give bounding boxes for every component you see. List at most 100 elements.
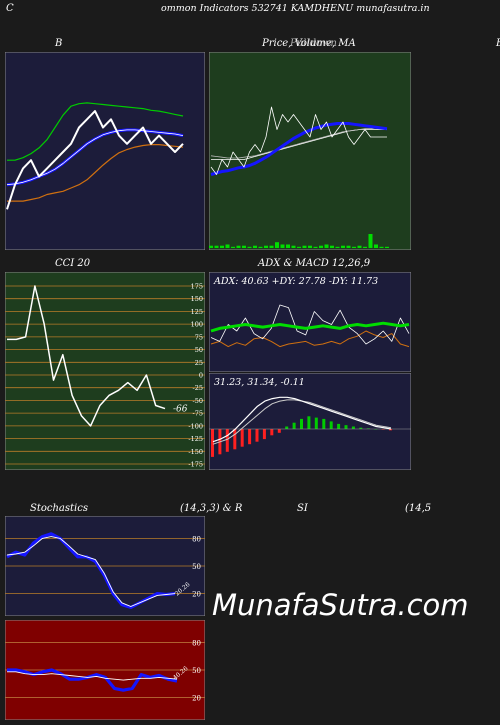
bollinger-middle-highlight (6, 129, 184, 186)
volume-bar (297, 246, 301, 248)
volume-bar (264, 245, 268, 248)
stochastics-tick-label: 80 (192, 535, 201, 543)
bollinger-price-line (6, 110, 184, 210)
cci-tick-label: -75 (193, 410, 203, 418)
macd-histogram-bar (262, 429, 266, 440)
price-right-label: B (496, 38, 500, 49)
cci-tick-label: 125 (191, 308, 203, 316)
cci-tick-label: -100 (188, 422, 203, 430)
cci-tick-label: 100 (191, 321, 203, 329)
volume-bar (302, 245, 307, 248)
cci-tick-label: -125 (188, 435, 203, 443)
volume-bar (236, 245, 241, 248)
volume-bar (335, 246, 340, 248)
volume-bar (258, 246, 263, 248)
volume-bar (308, 245, 312, 248)
rsi-params: (14,5 (405, 503, 432, 514)
williams-r-line (7, 668, 178, 692)
volume-bar (379, 246, 384, 248)
adx-chart: ADX: 40.63 +DY: 27.78 -DY: 11.73 (209, 272, 411, 372)
stochastics-params: (14,3,3) & R (180, 503, 243, 514)
cci-tick-label: 50 (195, 346, 203, 354)
price-line (210, 106, 387, 175)
volume-bar (368, 234, 373, 248)
price-chart (209, 52, 411, 250)
volume-bar (269, 245, 274, 248)
macd-histogram-bar (248, 429, 252, 445)
macd-chart: 31.23, 31.34, -0.11 (209, 373, 411, 470)
cci-tick-label: 75 (195, 333, 203, 341)
price-ma-blue (210, 122, 388, 176)
price-ma-white-2 (210, 127, 387, 159)
cci-chart: 175 150 125 100 75 50 25 0 -25 -50 -75 -100 -125 -150… (5, 272, 205, 470)
volume-bar (247, 246, 252, 248)
stochastics-tick-label: 50 (192, 563, 201, 571)
volume-bar (242, 245, 246, 248)
volume-bar (231, 246, 235, 248)
williams-r-tick-label: 20 (192, 695, 201, 703)
stochastics-tick-label: 20 (192, 591, 201, 599)
stochastics-d-line (6, 536, 176, 607)
macd-histogram-bar (255, 429, 259, 442)
volume-bar (357, 245, 362, 248)
adx-plus-dy-line (210, 304, 410, 345)
volume-bar (346, 245, 351, 248)
volume-bar (280, 244, 285, 248)
adx-line (210, 321, 410, 333)
cci-tick-label: -25 (193, 384, 203, 392)
adx-macd-label: ADX & MACD 12,26,9 (258, 258, 371, 269)
header-title: ommon Indicators 532741 KAMDHENU munafas… (161, 3, 430, 14)
cci-tick-label: 0 (199, 372, 203, 380)
macd-histogram-bar (322, 418, 326, 429)
adx-background (209, 272, 411, 372)
macd-histogram-bar (285, 426, 289, 429)
stochastics-label: Stochastics (30, 503, 88, 514)
volume-bar (313, 246, 318, 248)
rsi-label: SI (297, 503, 308, 514)
macd-histogram-bar (277, 429, 281, 433)
volume-bar (374, 244, 378, 248)
volume-bar (341, 245, 345, 248)
price-overlay-label: Pulldown (290, 38, 337, 49)
adx-readout: ADX: 40.63 +DY: 27.78 -DY: 11.73 (213, 276, 378, 287)
cci-tick-label: 150 (191, 295, 203, 303)
bollinger-lower-band (7, 143, 184, 202)
cci-line (7, 285, 166, 427)
macd-histogram-bar (351, 426, 355, 429)
macd-histogram-bar (300, 418, 303, 429)
volume-bar (291, 245, 296, 248)
watermark: MunafaSutra.com (212, 588, 469, 622)
cci-tick-label: -150 (188, 448, 203, 456)
volume-bar (220, 245, 224, 248)
volume-bar (286, 244, 290, 248)
macd-histogram-bar (233, 429, 237, 450)
macd-histogram-bar (344, 425, 348, 429)
macd-histogram-bar (389, 429, 392, 431)
volume-bar (319, 245, 323, 248)
williams-r-tick-label: 80 (192, 639, 201, 647)
volume-bar (275, 242, 279, 248)
macd-histogram-bar (314, 417, 318, 429)
macd-histogram-bar (292, 422, 296, 429)
volume-bar (214, 245, 219, 248)
williams-r-signal-line (7, 671, 178, 681)
volume-bar (352, 246, 356, 248)
macd-histogram-bar (329, 421, 333, 429)
bollinger-label: B (55, 38, 63, 49)
volume-bar (209, 245, 213, 248)
macd-histogram-bar (381, 429, 385, 430)
macd-histogram-bar (211, 429, 214, 457)
macd-line (212, 396, 392, 443)
volume-bar (385, 246, 389, 248)
header-left-letter: C (6, 3, 14, 14)
cci-tick-label: 175 (191, 283, 203, 291)
volume-bar (253, 245, 257, 248)
macd-histogram-bar (366, 428, 370, 429)
volume-bar (225, 244, 230, 248)
macd-histogram-bar (225, 429, 229, 452)
macd-readout: 31.23, 31.34, -0.11 (214, 377, 305, 388)
price-label: Price, Volume, MA (262, 38, 356, 49)
volume-bar (324, 244, 329, 248)
